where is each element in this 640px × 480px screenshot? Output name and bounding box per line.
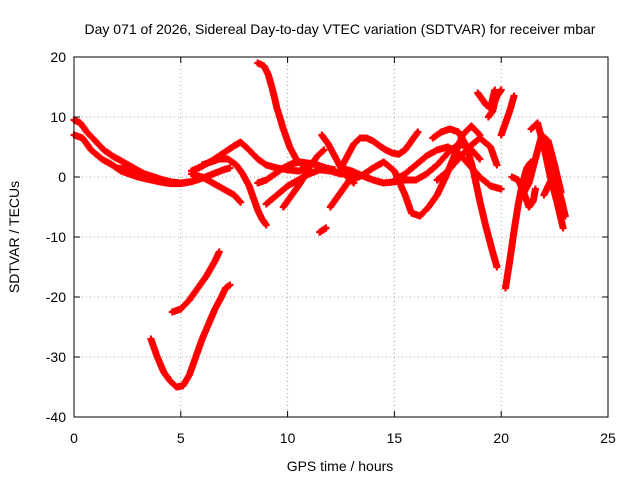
series-arc-29 bbox=[540, 173, 569, 220]
data-point-markers bbox=[429, 125, 501, 271]
series-arc-21 bbox=[433, 134, 501, 184]
y-tick-label: -10 bbox=[46, 229, 66, 245]
series-arc-06 bbox=[168, 248, 223, 316]
series-arc-05 bbox=[147, 281, 234, 391]
grid bbox=[74, 57, 608, 417]
series-layer bbox=[70, 59, 569, 391]
chart-title: Day 071 of 2026, Sidereal Day-to-day VTE… bbox=[85, 21, 596, 37]
x-tick-label: 5 bbox=[177, 430, 185, 446]
y-tick-label: 10 bbox=[50, 109, 66, 125]
series-arc-09 bbox=[254, 59, 311, 172]
series-arc-14 bbox=[316, 224, 330, 236]
x-tick-label: 10 bbox=[280, 430, 296, 446]
y-tick-label: -40 bbox=[46, 409, 66, 425]
y-axis-label: SDTVAR / TECUs bbox=[6, 181, 22, 293]
y-tick-label: -30 bbox=[46, 349, 66, 365]
data-point-markers bbox=[497, 92, 518, 139]
data-point-markers bbox=[433, 134, 501, 184]
y-tick-label: 20 bbox=[50, 49, 66, 65]
series-arc-12 bbox=[279, 146, 328, 211]
x-tick-label: 20 bbox=[493, 430, 509, 446]
data-point-markers bbox=[316, 224, 330, 236]
y-tick-label: 0 bbox=[58, 169, 66, 185]
axis-ticks: 0 5 10 15 20 25 20 10 0 -10 -20 -30 -40 bbox=[46, 49, 616, 446]
data-point-markers bbox=[279, 146, 328, 211]
x-tick-label: 15 bbox=[387, 430, 403, 446]
data-point-markers bbox=[540, 173, 569, 220]
series-arc-23 bbox=[484, 86, 505, 121]
series-arc-24 bbox=[497, 92, 518, 139]
series-arc-20 bbox=[429, 125, 501, 271]
x-axis-label: GPS time / hours bbox=[287, 458, 394, 474]
series-arc-08 bbox=[198, 155, 270, 229]
data-point-markers bbox=[484, 86, 505, 121]
y-tick-label: -20 bbox=[46, 289, 66, 305]
data-point-markers bbox=[168, 248, 223, 316]
x-tick-label: 0 bbox=[70, 430, 78, 446]
data-point-markers bbox=[198, 155, 270, 229]
data-point-markers bbox=[147, 281, 234, 391]
x-tick-label: 25 bbox=[600, 430, 616, 446]
data-point-markers bbox=[254, 59, 311, 172]
